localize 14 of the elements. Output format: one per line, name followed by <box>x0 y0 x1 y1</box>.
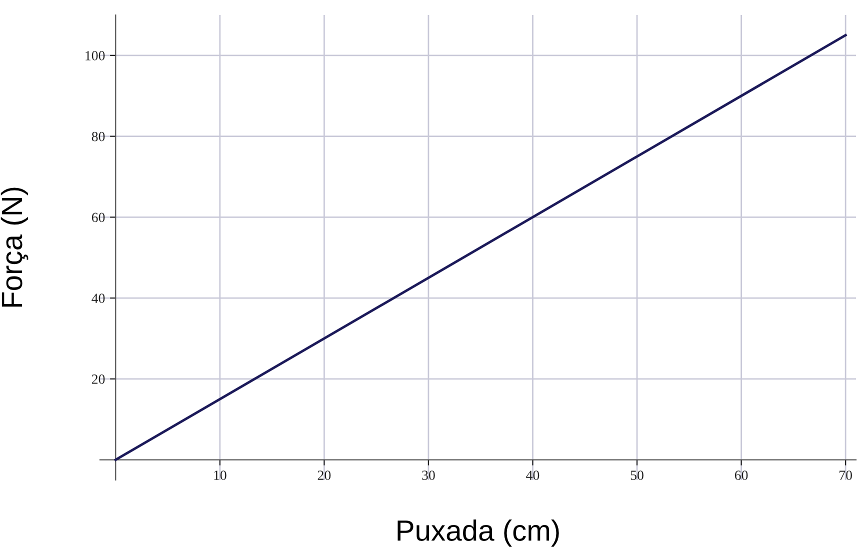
y-tick-label: 20 <box>92 374 105 384</box>
y-tick-label: 80 <box>92 132 105 142</box>
y-tick-label: 60 <box>92 212 105 222</box>
y-tick-label: 100 <box>86 51 105 60</box>
x-tick-label: 50 <box>630 470 644 480</box>
x-tick-label: 20 <box>318 470 331 480</box>
x-tick-label: 70 <box>840 470 852 480</box>
y-axis-title: Força (N) <box>0 188 28 307</box>
x-tick-label: 10 <box>214 470 226 480</box>
x-axis-title: Puxada (cm) <box>398 520 559 547</box>
x-tick-label: 40 <box>526 470 540 480</box>
x-tick-label: 60 <box>734 470 748 480</box>
x-tick-label: 30 <box>422 470 435 480</box>
y-tick-label: 40 <box>92 294 105 303</box>
